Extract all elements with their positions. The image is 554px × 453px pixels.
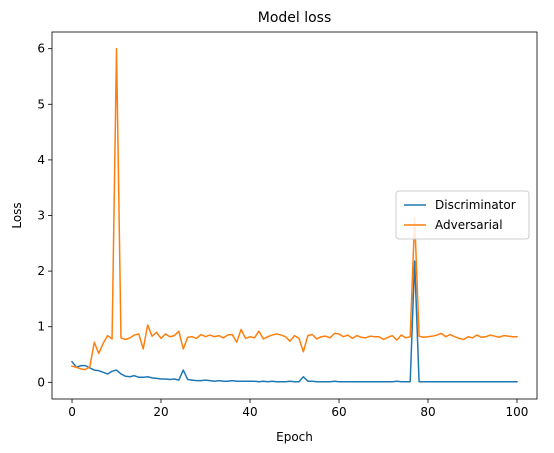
series-line-adversarial — [71, 47, 518, 371]
x-axis: 0 20 40 60 80 100 — [68, 399, 528, 419]
x-tick-label: 80 — [420, 405, 435, 419]
series-group — [70, 47, 518, 383]
y-tick-label: 2 — [37, 264, 45, 278]
legend-label-adversarial: Adversarial — [435, 218, 503, 232]
chart-title: Model loss — [258, 10, 332, 26]
y-tick-label: 4 — [37, 153, 45, 167]
y-axis: 0 1 2 3 4 5 6 — [37, 42, 52, 389]
y-tick-label: 3 — [37, 209, 45, 223]
y-tick-label: 5 — [37, 97, 45, 111]
y-tick-label: 6 — [37, 42, 45, 56]
legend: Discriminator Adversarial — [395, 190, 530, 240]
series-line-discriminator — [70, 260, 518, 383]
legend-label-discriminator: Discriminator — [435, 198, 516, 212]
x-axis-label: Epoch — [276, 430, 313, 444]
x-tick-label: 20 — [153, 405, 168, 419]
legend-box — [395, 190, 530, 240]
x-tick-label: 40 — [242, 405, 257, 419]
y-tick-label: 1 — [37, 320, 45, 334]
x-tick-label: 100 — [506, 405, 529, 419]
y-tick-label: 0 — [37, 375, 45, 389]
x-tick-label: 60 — [331, 405, 346, 419]
y-axis-label: Loss — [10, 202, 24, 228]
x-tick-label: 0 — [68, 405, 76, 419]
